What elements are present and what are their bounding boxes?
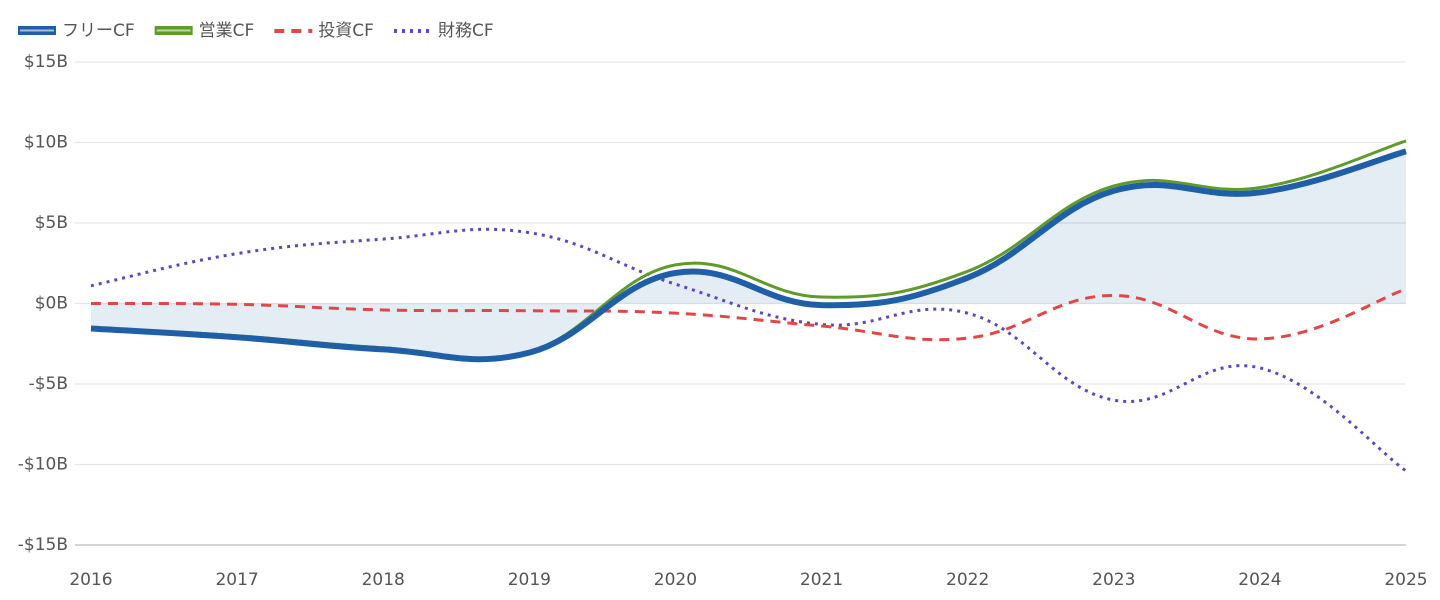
y-tick-label: -$10B — [18, 455, 68, 475]
y-tick-label: $0B — [35, 294, 68, 314]
legend-item: フリーCF — [18, 21, 135, 41]
x-tick-label: 2023 — [1092, 570, 1135, 590]
legend-label: 財務CF — [438, 21, 494, 41]
legend-item: 投資CF — [274, 21, 374, 41]
area-fill — [91, 151, 1406, 360]
x-tick-label: 2017 — [215, 570, 258, 590]
x-tick-label: 2022 — [946, 570, 989, 590]
y-tick-label: -$15B — [18, 535, 68, 555]
series-line — [90, 148, 1407, 363]
x-tick-label: 2016 — [69, 570, 112, 590]
x-tick-label: 2021 — [800, 570, 843, 590]
legend-label: フリーCF — [62, 21, 135, 41]
x-tick-label: 2020 — [654, 570, 697, 590]
legend-label: 営業CF — [199, 21, 255, 41]
series-line — [90, 287, 1407, 342]
legend-label: 投資CF — [318, 21, 374, 41]
x-tick-label: 2019 — [508, 570, 551, 590]
x-tick-label: 2018 — [362, 570, 405, 590]
legend-item: 営業CF — [154, 21, 255, 41]
y-tick-label: $10B — [24, 133, 68, 153]
legend-item: 財務CF — [393, 21, 494, 41]
y-tick-label: $15B — [24, 52, 68, 72]
y-tick-label: -$5B — [29, 374, 68, 394]
y-tick-label: $5B — [35, 213, 68, 233]
x-tick-label: 2025 — [1384, 570, 1427, 590]
x-tick-label: 2024 — [1238, 570, 1281, 590]
